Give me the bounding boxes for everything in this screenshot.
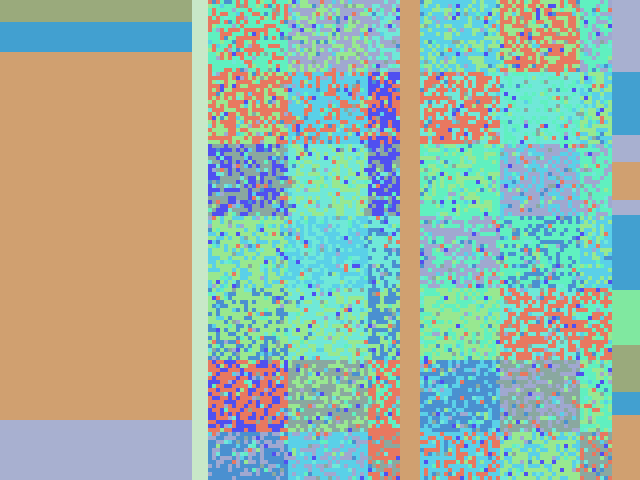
right-block bbox=[612, 200, 640, 215]
right-block bbox=[612, 345, 640, 392]
left-band-tan bbox=[0, 52, 192, 420]
right-block bbox=[612, 415, 640, 480]
divider-strip bbox=[192, 0, 208, 480]
right-block bbox=[612, 290, 640, 345]
right-block bbox=[612, 72, 640, 135]
right-block bbox=[612, 162, 640, 200]
left-band-olive bbox=[0, 0, 192, 22]
right-block bbox=[612, 0, 640, 72]
right-block bbox=[612, 135, 640, 162]
pattern-panel-left bbox=[208, 0, 400, 480]
pattern-panel-right bbox=[420, 0, 612, 480]
left-band-blue bbox=[0, 22, 192, 52]
right-block bbox=[612, 215, 640, 290]
left-band-lavender bbox=[0, 420, 192, 480]
center-strip bbox=[400, 0, 420, 480]
right-block bbox=[612, 392, 640, 415]
